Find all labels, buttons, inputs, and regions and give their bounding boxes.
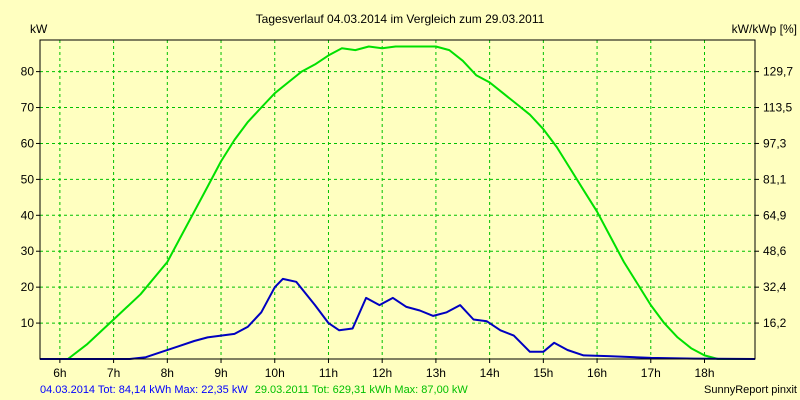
y-tick-label-3: 40 xyxy=(21,208,35,222)
plot-border xyxy=(39,39,756,360)
x-tick-label-11: 17h xyxy=(641,366,661,380)
x-tick-label-2: 8h xyxy=(161,366,174,380)
footer-credit: SunnyReport pinxit xyxy=(704,384,797,396)
x-axis-ticks: 6h 7h 8h 9h 10h 11h 12h 13h 14h 15h 16h 17h 18h xyxy=(53,359,715,380)
x-tick-label-12: 18h xyxy=(694,366,714,380)
y-axis-left-ticks: 10 20 30 40 50 60 70 80 xyxy=(21,65,40,330)
x-tick-label-5: 11h xyxy=(319,366,338,380)
footer-series-2011: 29.03.2011 Tot: 629,31 kWh Max: 87,00 kW xyxy=(255,384,469,396)
y2-tick-label-0: 16,2 xyxy=(763,316,787,330)
plot-background xyxy=(40,40,755,359)
y2-tick-label-6: 113,5 xyxy=(763,101,792,115)
x-tick-label-10: 16h xyxy=(587,366,607,380)
x-tick-label-9: 15h xyxy=(533,366,553,380)
y-tick-label-7: 80 xyxy=(21,65,35,79)
x-tick-label-8: 14h xyxy=(480,366,500,380)
y2-tick-label-2: 48,6 xyxy=(763,244,787,258)
plot-area xyxy=(40,40,755,359)
y2-tick-label-3: 64,9 xyxy=(763,208,787,222)
series-line-0 xyxy=(40,45,755,360)
x-tick-label-1: 7h xyxy=(107,366,120,380)
y-tick-label-0: 10 xyxy=(21,316,35,330)
y2-tick-label-4: 81,1 xyxy=(763,172,787,186)
x-tick-label-0: 6h xyxy=(53,366,66,380)
chart-title: Tagesverlauf 04.03.2014 im Vergleich zum… xyxy=(256,12,545,26)
y-tick-label-2: 30 xyxy=(21,244,35,258)
grid-lines xyxy=(40,40,755,359)
y-tick-label-4: 50 xyxy=(21,172,35,186)
y-tick-label-5: 60 xyxy=(21,136,35,150)
x-tick-label-4: 10h xyxy=(265,366,285,380)
x-tick-label-7: 13h xyxy=(426,366,446,380)
series-line-1 xyxy=(40,277,756,360)
y-tick-label-1: 20 xyxy=(21,280,35,294)
series-group xyxy=(40,45,756,360)
y2-tick-label-1: 32,4 xyxy=(763,280,787,294)
plot-frame xyxy=(39,39,756,360)
x-tick-label-3: 9h xyxy=(214,366,227,380)
y-axis-right-ticks: 16,2 32,4 48,6 64,9 81,1 97,3 113,5 129,7 xyxy=(755,65,793,330)
x-tick-label-6: 12h xyxy=(372,366,392,380)
y-axis-left-label: kW xyxy=(30,22,48,36)
footer-series-2014: 04.03.2014 Tot: 84,14 kWh Max: 22,35 kW xyxy=(40,384,248,396)
y-axis-right-label: kW/kWp [%] xyxy=(732,22,797,36)
y2-tick-label-7: 129,7 xyxy=(763,65,793,79)
y2-tick-label-5: 97,3 xyxy=(763,136,787,150)
footer-legend: 04.03.2014 Tot: 84,14 kWh Max: 22,35 kW … xyxy=(40,384,468,396)
y-tick-label-6: 70 xyxy=(21,101,35,115)
